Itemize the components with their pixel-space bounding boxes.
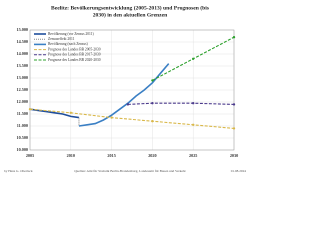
x-tick-label: 2005 — [26, 153, 34, 158]
x-tick-label: 2020 — [148, 153, 156, 158]
x-tick-label: 2030 — [230, 153, 238, 158]
y-tick-label: 11.000 — [17, 123, 28, 128]
x-tick-label: 2025 — [189, 153, 197, 158]
y-tick-label: 13.500 — [16, 63, 28, 68]
data-point — [151, 102, 154, 105]
legend-label: Prognose des Landes BB 2017-2030 — [48, 53, 101, 57]
data-point — [192, 123, 195, 127]
plot-frame — [29, 29, 235, 151]
footer-source: Quellen: Amt für Statistik Berlin-Brande… — [74, 169, 186, 174]
data-point — [232, 127, 236, 130]
y-tick-label: 14.500 — [16, 39, 28, 44]
legend-label: Bevölkerung (nach Zensus) — [48, 42, 89, 46]
y-tick-label: 12.500 — [16, 87, 28, 92]
data-point — [192, 102, 195, 105]
data-point — [28, 108, 32, 111]
data-point — [192, 57, 195, 60]
series-line — [29, 108, 80, 119]
data-point — [110, 116, 113, 119]
data-point — [126, 103, 130, 106]
data-point — [151, 120, 154, 123]
series-line — [29, 108, 235, 129]
y-tick-label: 12.000 — [16, 99, 28, 104]
chart-title: Beelitz: Bevölkerungsentwicklung (2005-2… — [51, 4, 210, 11]
y-tick-label: 15.000 — [16, 27, 28, 32]
y-tick-label: 14.000 — [16, 51, 28, 56]
data-point — [69, 111, 73, 115]
series-line — [78, 63, 170, 127]
data-point — [232, 36, 236, 39]
legend-label: Bevölkerung (vor Zensus 2011) — [48, 32, 94, 36]
background — [0, 0, 250, 177]
data-point — [151, 79, 154, 82]
y-tick-label: 10.500 — [16, 135, 28, 140]
y-tick-label: 10.000 — [16, 147, 28, 152]
data-point — [232, 103, 236, 106]
chart: Beelitz: Bevölkerungsentwicklung (2005-2… — [0, 0, 250, 177]
x-tick-label: 2015 — [107, 153, 115, 158]
footer-author: by Hans G. Oberlack — [4, 169, 33, 173]
x-tick-label: 2010 — [67, 153, 75, 158]
legend-label: Zensuseffekt 2011 — [48, 37, 75, 41]
y-tick-label: 13.000 — [16, 75, 28, 80]
legend-label: Prognose des Landes BB 2020-2030 — [48, 58, 101, 62]
chart-title: 2030) in den aktuellen Grenzen — [93, 11, 168, 18]
y-tick-label: 11.500 — [17, 111, 28, 116]
legend-label: Prognose des Landes BB 2005-2030 — [48, 47, 101, 51]
series-line — [127, 102, 235, 105]
footer-date: 01.08.2024 — [231, 169, 247, 173]
